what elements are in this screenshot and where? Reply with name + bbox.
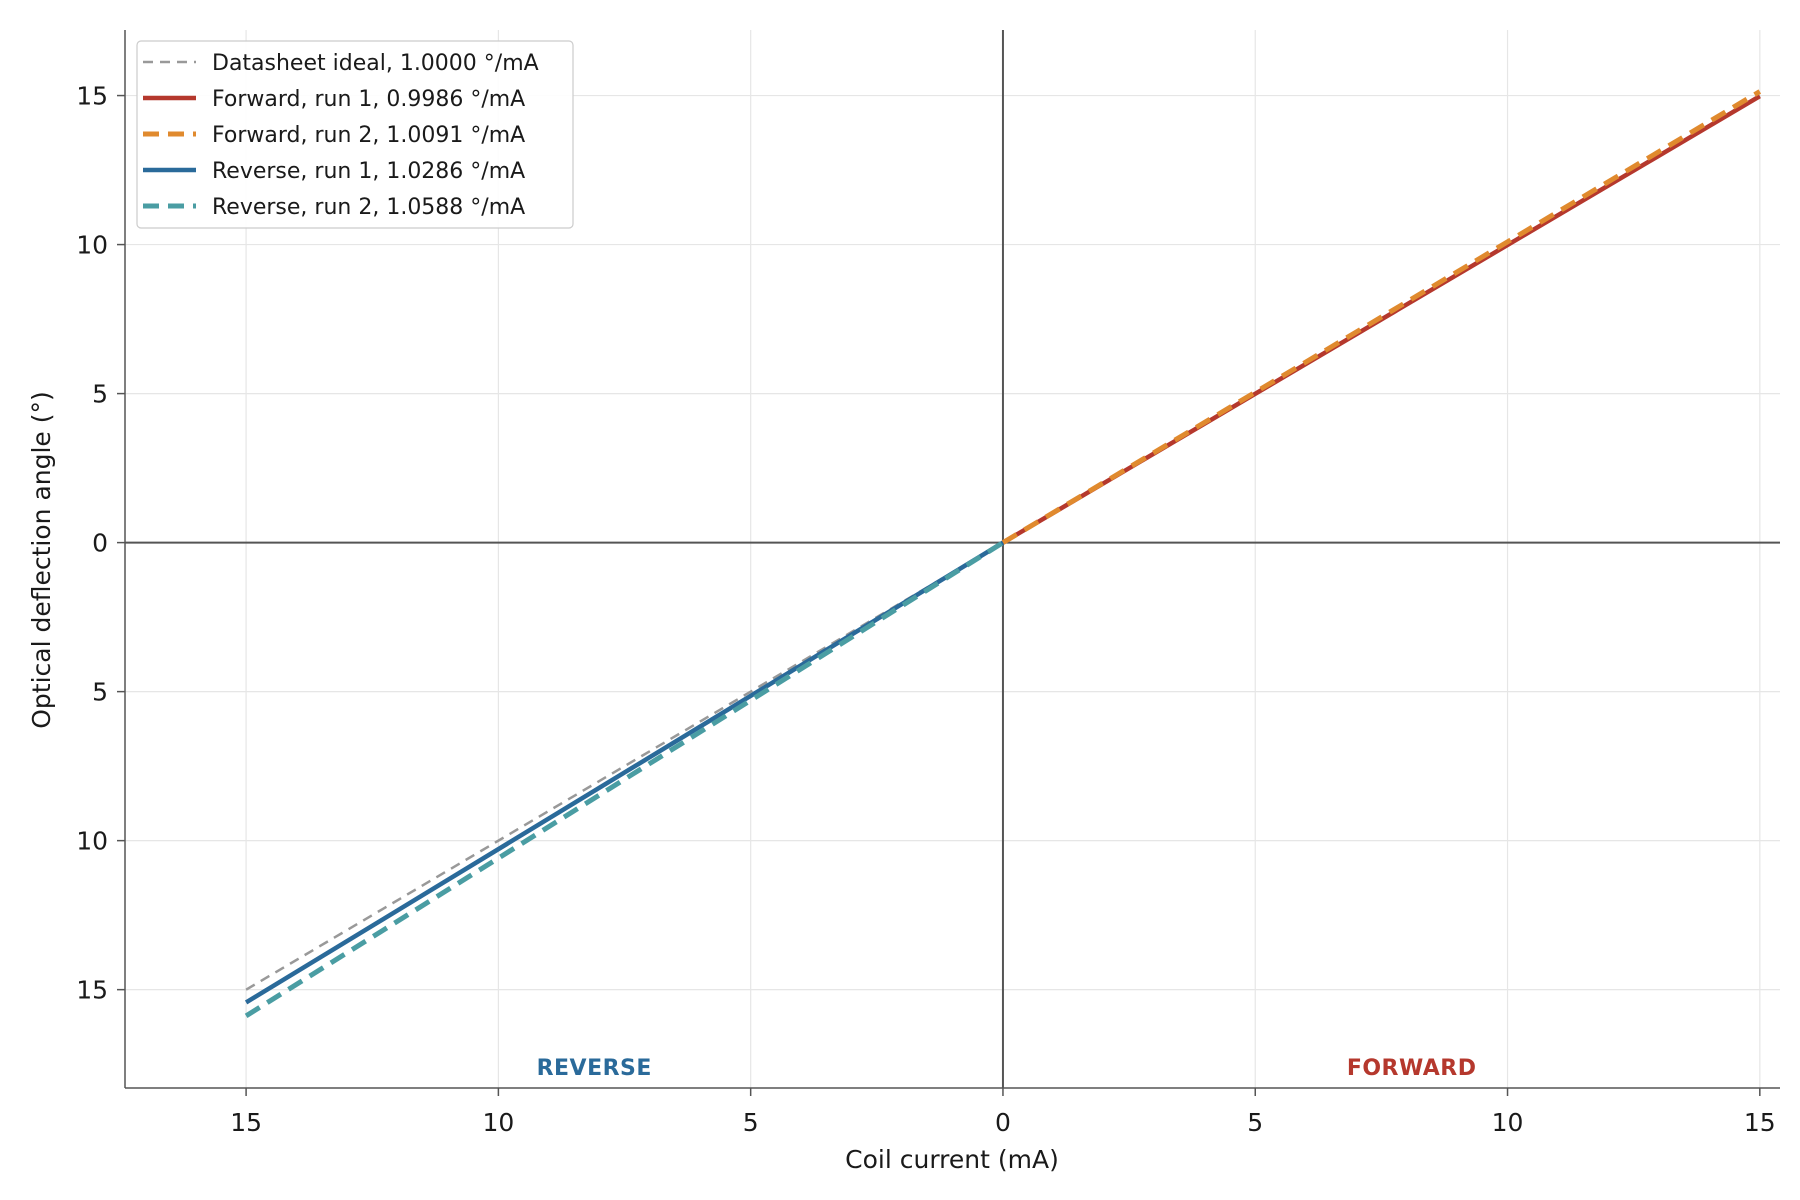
y-tick-label: 0 — [92, 529, 108, 558]
series-line-3 — [1001, 89, 1762, 545]
y-axis-label: Optical deflection angle (°) — [27, 391, 56, 729]
tick-labels: 15 10 5 0 5 10 15 15 10 5 0 5 10 15 — [76, 82, 1776, 1137]
x-tick-label: 0 — [995, 1108, 1011, 1137]
legend-entry-3: Forward, run 2, 1.0091 °/mA — [212, 123, 525, 148]
legend-entry-5: Reverse, run 2, 1.0588 °/mA — [212, 195, 525, 220]
y-tick-label: 15 — [76, 82, 108, 111]
y-tick-label: 15 — [76, 976, 108, 1005]
x-tick-label: 15 — [1744, 1108, 1776, 1137]
y-tick-label: 10 — [76, 231, 108, 260]
region-label-forward: FORWARD — [1347, 1056, 1477, 1081]
region-label-reverse: REVERSE — [537, 1056, 652, 1081]
x-tick-label: 15 — [230, 1108, 262, 1137]
legend: Datasheet ideal, 1.0000 °/mA Forward, run… — [136, 40, 574, 229]
y-tick-label: 10 — [76, 827, 108, 856]
series-line-5 — [244, 540, 1005, 1019]
y-tick-label: 5 — [92, 678, 108, 707]
axes — [117, 30, 1780, 1096]
region-annotations: REVERSE FORWARD — [537, 1056, 1477, 1081]
x-tick-label: 10 — [482, 1108, 514, 1137]
legend-entry-1: Datasheet ideal, 1.0000 °/mA — [212, 51, 539, 76]
x-tick-label: 5 — [743, 1108, 759, 1137]
legend-box — [136, 40, 574, 229]
series-line-4 — [244, 540, 1005, 1005]
x-axis-label: Coil current (mA) — [845, 1145, 1059, 1174]
x-tick-label: 10 — [1492, 1108, 1524, 1137]
y-tick-label: 5 — [92, 380, 108, 409]
legend-entry-2: Forward, run 1, 0.9986 °/mA — [212, 87, 525, 112]
x-tick-label: 5 — [1247, 1108, 1263, 1137]
legend-entry-4: Reverse, run 1, 1.0286 °/mA — [212, 159, 525, 184]
series-lines — [244, 89, 1762, 1019]
